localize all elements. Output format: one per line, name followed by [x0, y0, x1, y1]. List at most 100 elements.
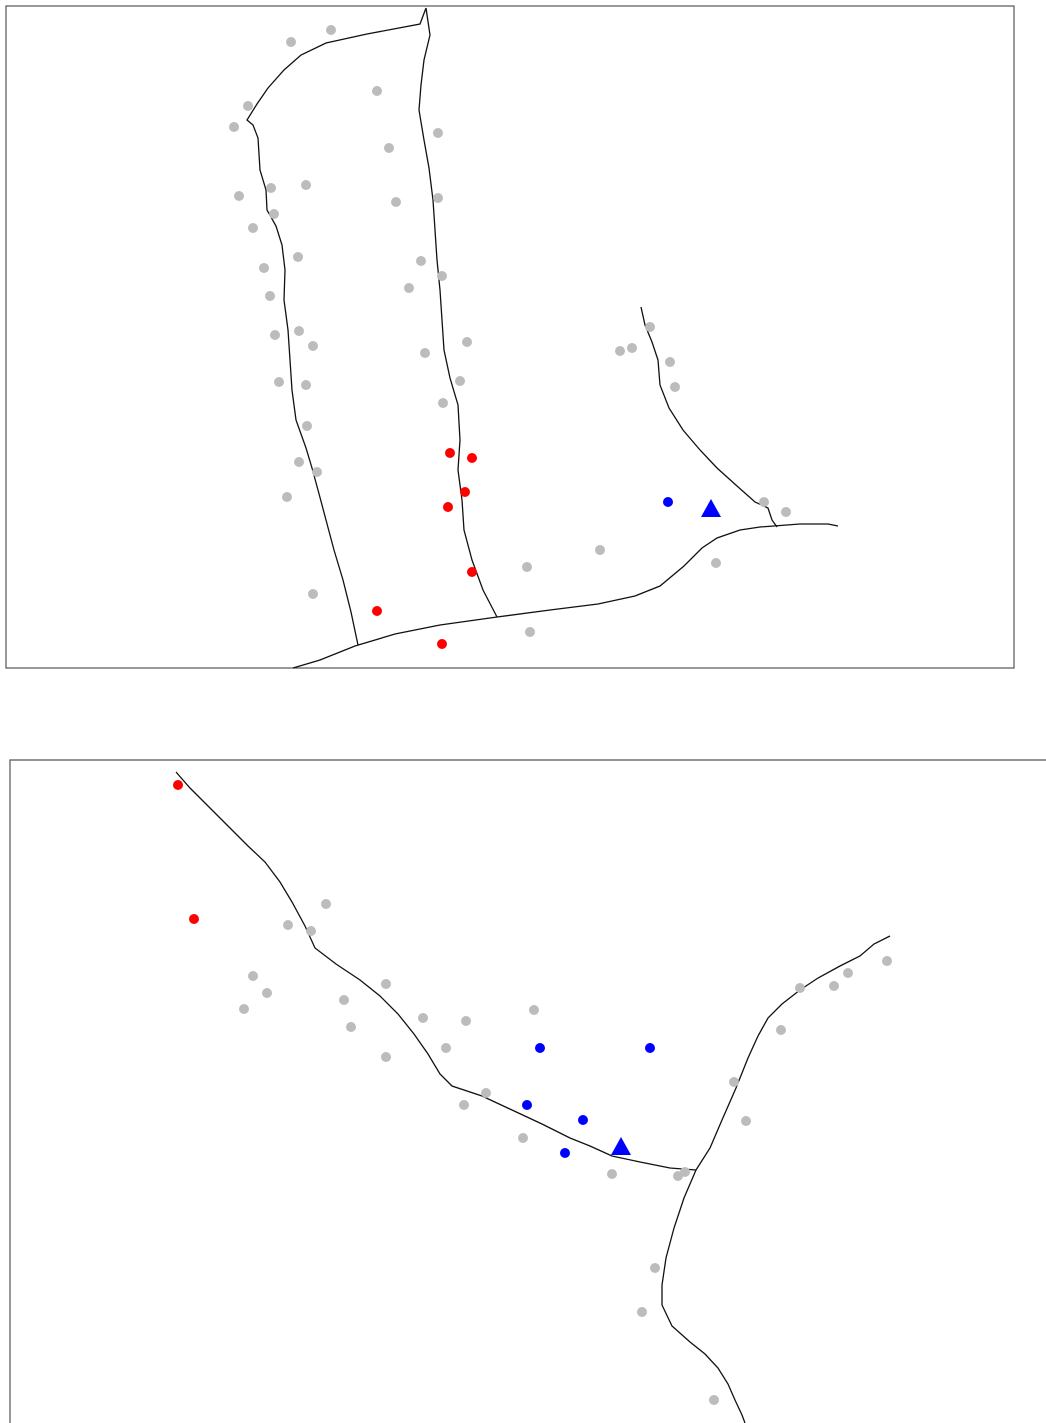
site-point-red [372, 606, 382, 616]
site-point-gray [391, 197, 401, 207]
site-point-gray [420, 348, 430, 358]
site-point-gray [308, 341, 318, 351]
site-point-gray [239, 1004, 249, 1014]
site-point-gray [270, 330, 280, 340]
stream-west-tributary [246, 7, 427, 646]
site-point-gray [265, 291, 275, 301]
site-point-blue [560, 1148, 570, 1158]
site-point-gray [306, 926, 316, 936]
site-point-gray [433, 193, 443, 203]
reference-triangle-marker [611, 1137, 631, 1155]
site-point-gray [680, 1167, 690, 1177]
site-point-gray [462, 337, 472, 347]
site-point-gray [293, 252, 303, 262]
site-point-gray [525, 627, 535, 637]
site-point-gray [381, 1052, 391, 1062]
site-point-gray [829, 981, 839, 991]
site-point-gray [404, 283, 414, 293]
site-point-gray [283, 920, 293, 930]
site-point-red [467, 567, 477, 577]
site-point-gray [433, 128, 443, 138]
site-point-gray [266, 183, 276, 193]
site-point-gray [882, 956, 892, 966]
site-point-blue [535, 1043, 545, 1053]
site-point-gray [234, 191, 244, 201]
site-point-gray [346, 1022, 356, 1032]
site-point-gray [795, 983, 805, 993]
site-point-gray [294, 326, 304, 336]
stream-south-branch [661, 1169, 746, 1423]
site-point-gray [294, 457, 304, 467]
site-point-red [467, 453, 477, 463]
site-point-gray [301, 180, 311, 190]
site-point-red [189, 914, 199, 924]
site-point-gray [262, 988, 272, 998]
site-point-red [173, 780, 183, 790]
site-point-gray [665, 357, 675, 367]
site-point-gray [259, 263, 269, 273]
site-point-gray [595, 545, 605, 555]
site-point-gray [438, 398, 448, 408]
site-point-red [443, 502, 453, 512]
site-point-gray [709, 1395, 719, 1405]
site-points [173, 780, 892, 1405]
site-point-gray [339, 995, 349, 1005]
site-point-gray [248, 223, 258, 233]
site-point-gray [455, 376, 465, 386]
reference-triangle-marker [701, 499, 721, 517]
site-point-gray [321, 899, 331, 909]
site-point-gray [843, 968, 853, 978]
site-point-gray [437, 271, 447, 281]
site-point-gray [518, 1133, 528, 1143]
map-frame [9, 759, 1046, 1423]
stream-east-tributary [640, 306, 778, 528]
site-point-gray [301, 380, 311, 390]
site-point-gray [312, 467, 322, 477]
stream-network [175, 771, 891, 1423]
site-point-gray [637, 1307, 647, 1317]
site-point-gray [243, 101, 253, 111]
site-point-gray [459, 1100, 469, 1110]
site-point-gray [274, 377, 284, 387]
site-point-gray [522, 562, 532, 572]
site-point-gray [269, 209, 279, 219]
map-frame [5, 5, 1015, 669]
site-point-gray [372, 86, 382, 96]
site-point-gray [729, 1077, 739, 1087]
stream-main-channel [292, 523, 839, 669]
site-point-gray [776, 1025, 786, 1035]
site-point-gray [384, 143, 394, 153]
site-point-gray [441, 1043, 451, 1053]
site-point-gray [381, 979, 391, 989]
site-point-gray [711, 558, 721, 568]
site-point-gray [229, 122, 239, 132]
site-point-blue [663, 497, 673, 507]
site-point-gray [607, 1169, 617, 1179]
site-point-gray [302, 421, 312, 431]
site-point-gray [781, 507, 791, 517]
site-point-blue [522, 1100, 532, 1110]
stream-central-tributary [418, 7, 498, 618]
site-point-red [460, 487, 470, 497]
site-point-red [445, 448, 455, 458]
site-points [229, 25, 791, 649]
site-point-gray [741, 1116, 751, 1126]
site-point-gray [461, 1016, 471, 1026]
site-point-gray [615, 346, 625, 356]
site-point-gray [418, 1013, 428, 1023]
stream-northeast-branch [695, 935, 891, 1171]
site-point-gray [308, 589, 318, 599]
site-point-gray [670, 382, 680, 392]
site-point-gray [286, 37, 296, 47]
stream-network [246, 7, 839, 669]
site-point-gray [645, 322, 655, 332]
site-point-gray [481, 1088, 491, 1098]
site-point-gray [529, 1005, 539, 1015]
site-point-gray [650, 1263, 660, 1273]
site-point-gray [416, 256, 426, 266]
site-point-blue [578, 1115, 588, 1125]
site-point-gray [282, 492, 292, 502]
map-bottom-svg [9, 759, 1046, 1423]
stream-northwest-branch [175, 771, 697, 1171]
site-point-gray [326, 25, 336, 35]
